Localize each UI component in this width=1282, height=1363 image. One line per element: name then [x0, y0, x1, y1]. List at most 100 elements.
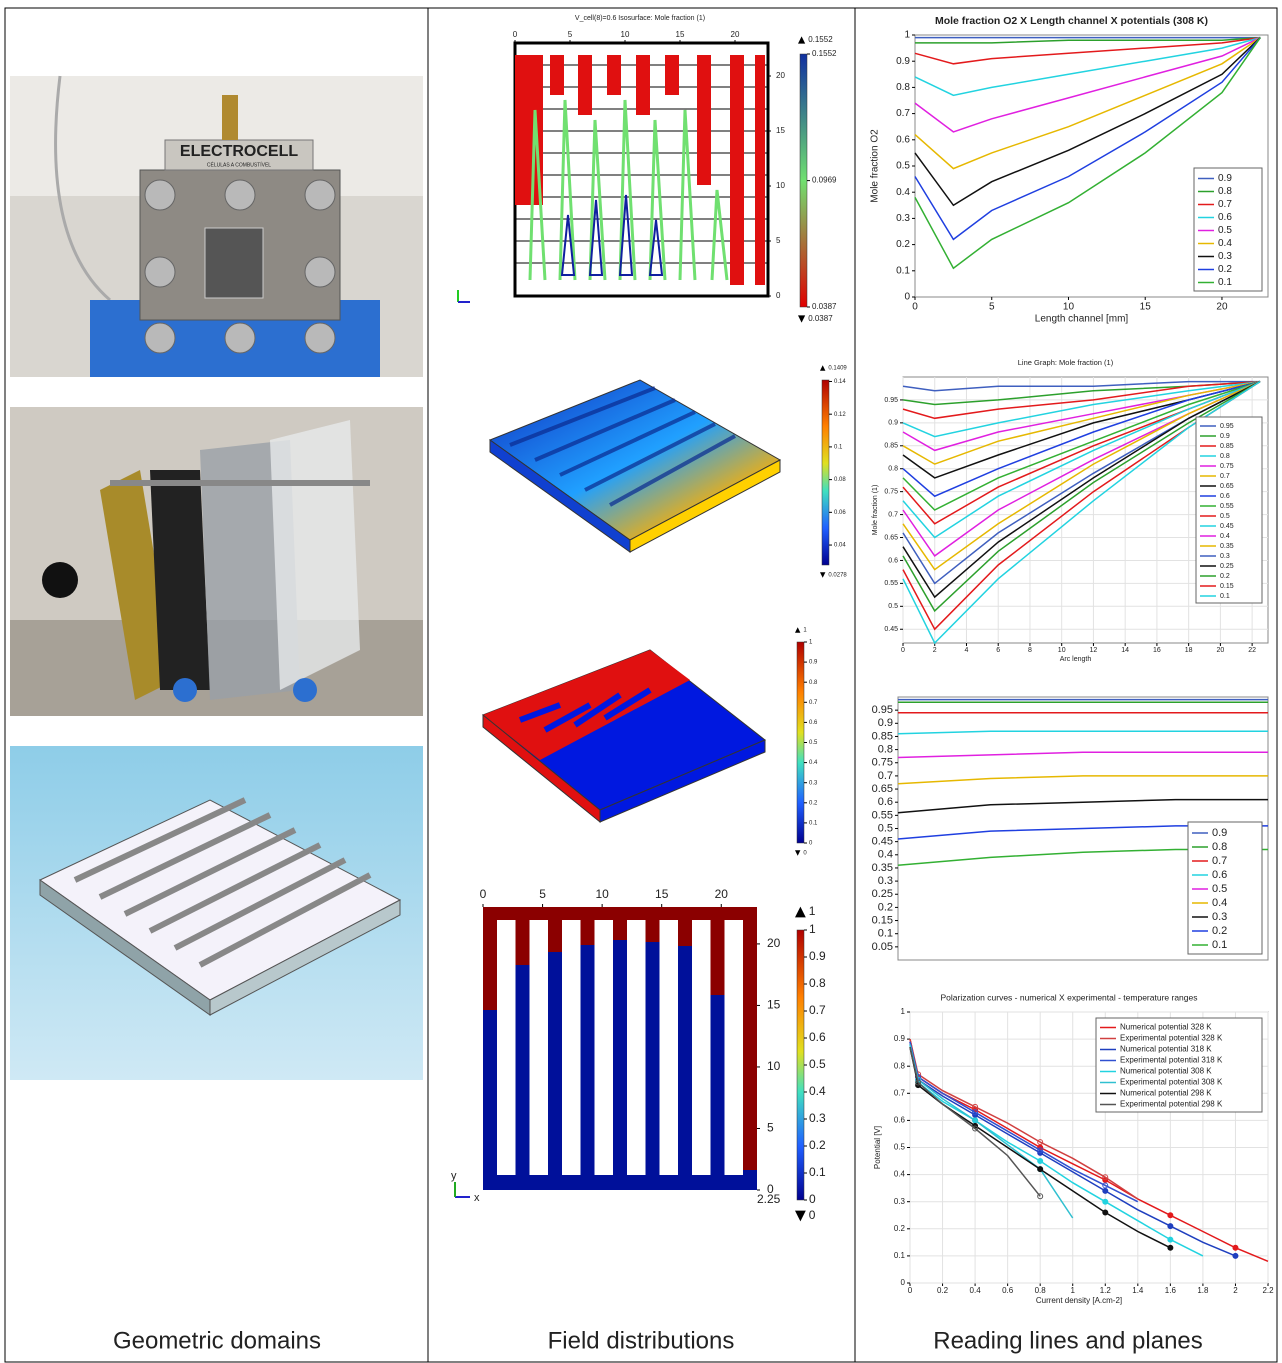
y-tick-label: 0.5	[888, 603, 898, 610]
series-marker	[1103, 1188, 1108, 1193]
legend-label: 0.5	[1218, 225, 1232, 236]
y-tick-label: 0.3	[894, 1197, 906, 1206]
y-tick-label: 0.8	[888, 466, 898, 473]
y-tick-label: 0.95	[872, 704, 893, 716]
legend-label: 0.1	[1220, 593, 1230, 600]
channel-fill	[678, 946, 692, 1190]
colorbar-tick-label: 0.5	[809, 740, 818, 746]
y-tick-label: 0.6	[888, 557, 898, 564]
x-tick-label: 1.6	[1165, 1286, 1177, 1295]
colorbar-tick-label: 0.3	[809, 1111, 826, 1125]
x-tick-label: 16	[1153, 647, 1161, 654]
legend-label: 0.7	[1218, 199, 1232, 210]
series-line	[915, 38, 1260, 96]
colorbar-tick-label: 0.6	[809, 720, 818, 726]
field-plot-2d	[483, 907, 757, 1190]
x-tick-label: 20	[731, 30, 740, 39]
colorbar	[800, 54, 807, 307]
y-tick-label: 0.9	[894, 1034, 906, 1043]
y-tick-label: 0.85	[884, 443, 898, 450]
y-tick-label: 0.6	[894, 1116, 906, 1125]
channel-fill	[548, 952, 562, 1190]
y-tick-label: 0.65	[872, 783, 893, 795]
y-tick-label: 1	[901, 1007, 906, 1016]
colorbar-tick-label: 0.9	[809, 949, 826, 963]
channel-fill	[711, 995, 725, 1190]
colorbar-tick-label: 0.0969	[812, 176, 837, 185]
geometry-render	[10, 746, 423, 1080]
colorbar-tick-label: 0.1	[809, 820, 818, 826]
page: {"captions": ["Geometric domains", "Fiel…	[0, 0, 1282, 1363]
colorbar-tick-label: 0.1	[834, 444, 843, 450]
series-line	[903, 382, 1260, 391]
max-marker	[820, 365, 825, 370]
y-tick-label: 0.65	[884, 534, 898, 541]
y-axis-label: Mole fraction O2	[870, 129, 881, 203]
legend-label: 0.85	[1220, 443, 1234, 450]
colorbar-tick-label: 0.7	[809, 1003, 826, 1017]
y-tick-label: 0.1	[878, 928, 893, 940]
y-tick-label: 10	[776, 181, 785, 190]
legend-label: Numerical potential 328 K	[1120, 1023, 1212, 1032]
colorbar-tick-label: 0.1552	[812, 49, 837, 58]
legend-label: 0.1	[1212, 939, 1227, 951]
colorbar-tick-label: 0.2	[809, 1138, 826, 1152]
y-tick-label: 0.2	[894, 1224, 906, 1233]
y-tick-label: 15	[767, 998, 781, 1012]
legend-label: 0.7	[1220, 473, 1230, 480]
y-tick-label: 0.8	[896, 82, 910, 93]
series-line	[898, 731, 1268, 734]
y-tick-label: 0.9	[896, 56, 910, 67]
series-marker	[1103, 1210, 1108, 1215]
y-tick-label: 5	[767, 1121, 774, 1135]
legend-label: 0.9	[1218, 173, 1232, 184]
legend-label: 0.5	[1212, 883, 1227, 895]
legend-label: 0.2	[1212, 925, 1227, 937]
x-tick-label: 22	[1248, 647, 1256, 654]
depth-label: 2.25	[757, 1192, 781, 1206]
chart-title: Line Graph: Mole fraction (1)	[1018, 358, 1114, 367]
legend-label: 0.95	[1220, 423, 1234, 430]
legend-label: 0.2	[1220, 573, 1230, 580]
y-tick-label: 0.85	[872, 730, 893, 742]
legend-label: 0.3	[1220, 553, 1230, 560]
x-tick-label: 0	[908, 1286, 913, 1295]
x-tick-label: 18	[1185, 647, 1193, 654]
legend-label: 0.4	[1218, 238, 1232, 249]
y-tick-label: 0.3	[896, 213, 910, 224]
legend-label: 0.25	[1220, 563, 1234, 570]
channel-fill	[483, 1010, 497, 1190]
x-axis-label: Current density [A.cm-2]	[1036, 1296, 1122, 1305]
min-marker	[795, 850, 800, 855]
x-tick-label: 5	[989, 302, 995, 313]
colorbar-min: 0	[809, 1208, 816, 1222]
x-tick-label: 15	[676, 30, 685, 39]
y-tick-label: 0.05	[872, 941, 893, 953]
x-tick-label: 6	[996, 647, 1000, 654]
colorbar-tick-label: 0.5	[809, 1057, 826, 1071]
x-tick-label: 5	[568, 30, 573, 39]
series-marker	[1168, 1245, 1173, 1250]
x-axis-label: Arc length	[1060, 656, 1092, 663]
min-marker	[798, 315, 805, 322]
legend-label: Experimental potential 318 K	[1120, 1056, 1223, 1065]
y-tick-label: 10	[767, 1059, 781, 1073]
channel-fill	[646, 942, 660, 1190]
y-tick-label: 0.3	[878, 875, 893, 887]
min-marker	[795, 1211, 806, 1222]
x-tick-label: 10	[1058, 647, 1066, 654]
colorbar-tick-label: 0.9	[809, 660, 818, 666]
y-tick-label: 0.45	[884, 626, 898, 633]
x-tick-label: 0.6	[1002, 1286, 1014, 1295]
y-tick-label: 5	[776, 236, 781, 245]
legend-label: 0.15	[1220, 583, 1234, 590]
x-axis-label: Length channel [mm]	[1035, 314, 1129, 325]
legend-label: 0.6	[1212, 869, 1227, 881]
legend-label: 0.7	[1212, 855, 1227, 867]
colorbar-tick-label: 0.4	[809, 1084, 826, 1098]
chart-title: Mole fraction O2 X Length channel X pote…	[935, 15, 1208, 27]
y-tick-label: 1	[904, 30, 910, 41]
legend-label: 0.75	[1220, 463, 1234, 470]
series-marker	[1038, 1167, 1043, 1172]
y-tick-label: 15	[776, 126, 785, 135]
